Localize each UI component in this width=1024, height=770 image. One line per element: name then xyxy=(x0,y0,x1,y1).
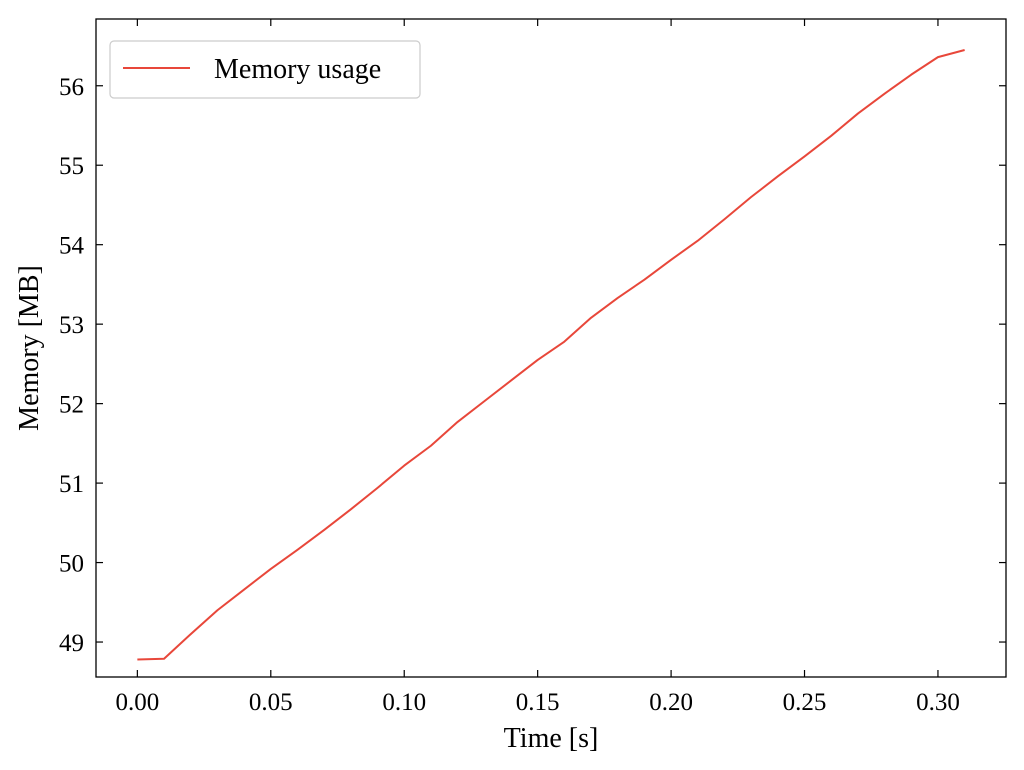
x-tick-label: 0.30 xyxy=(916,689,960,716)
legend-label: Memory usage xyxy=(214,54,381,85)
series-layer xyxy=(137,49,965,661)
x-tick-label: 0.25 xyxy=(783,689,827,716)
y-tick-label: 49 xyxy=(59,630,84,657)
y-tick-label: 55 xyxy=(59,153,84,180)
y-tick-label: 53 xyxy=(59,312,84,339)
plot-frame xyxy=(95,18,1007,678)
x-tick-label: 0.10 xyxy=(382,689,426,716)
series-line-memory-usage xyxy=(137,49,965,661)
y-tick-label: 52 xyxy=(59,392,84,419)
y-tick-label: 50 xyxy=(59,551,84,578)
x-tick-label: 0.05 xyxy=(249,689,293,716)
y-tick-label: 56 xyxy=(59,74,84,101)
x-tick-label: 0.20 xyxy=(649,689,693,716)
x-axis-label: Time [s] xyxy=(504,723,599,754)
y-axis-label: Memory [MB] xyxy=(14,265,45,431)
y-tick-label: 51 xyxy=(59,471,84,498)
legend: Memory usage xyxy=(109,40,421,99)
ticks: 0.00 0.05 0.10 0.15 0.20 0.25 0.30 49 50 51 52 53 54… xyxy=(59,19,1006,716)
x-tick-label: 0.00 xyxy=(115,689,159,716)
x-tick-label: 0.15 xyxy=(516,689,560,716)
legend-box xyxy=(109,40,421,99)
y-tick-label: 54 xyxy=(59,233,85,260)
